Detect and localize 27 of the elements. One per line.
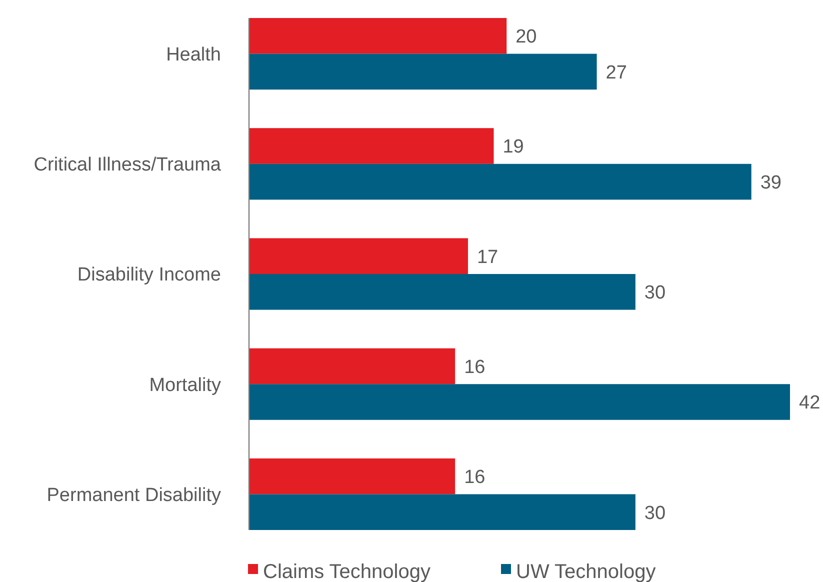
bar xyxy=(249,494,636,530)
data-label: 27 xyxy=(606,62,627,84)
data-label: 30 xyxy=(644,502,666,524)
bar xyxy=(249,458,456,494)
bar xyxy=(249,54,597,90)
data-label: 16 xyxy=(464,466,486,488)
y-tick-label: Mortality xyxy=(149,374,222,396)
data-label: 30 xyxy=(644,282,666,304)
y-tick-label: Health xyxy=(166,44,221,66)
data-label: 20 xyxy=(516,26,537,48)
legend-label: Claims Technology xyxy=(263,561,430,582)
legend-label: UW Technology xyxy=(516,561,656,582)
bar xyxy=(249,18,507,54)
bar xyxy=(249,348,456,384)
bar xyxy=(249,128,494,164)
data-label: 19 xyxy=(502,136,524,158)
data-label: 17 xyxy=(476,246,498,268)
data-label: 42 xyxy=(799,392,820,414)
data-label: 16 xyxy=(464,356,486,378)
bar xyxy=(249,384,790,420)
y-tick-label: Critical Illness/Trauma xyxy=(34,154,222,176)
y-tick-label: Disability Income xyxy=(77,264,221,286)
data-label: 39 xyxy=(760,172,782,194)
y-tick-label: Permanent Disability xyxy=(46,484,222,506)
bar xyxy=(249,274,636,310)
bar xyxy=(249,164,752,200)
bar xyxy=(249,238,468,274)
